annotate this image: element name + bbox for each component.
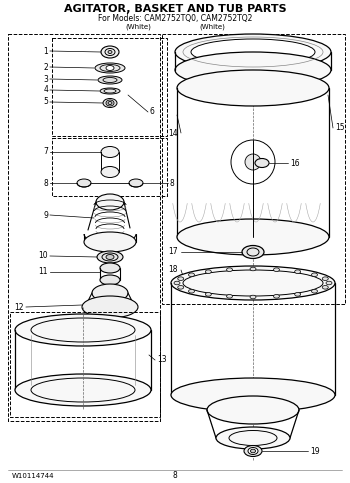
Ellipse shape <box>231 140 275 184</box>
Text: 17: 17 <box>168 247 177 256</box>
Text: 18: 18 <box>168 266 177 274</box>
Ellipse shape <box>84 232 136 252</box>
Ellipse shape <box>242 245 264 258</box>
Text: 15: 15 <box>335 124 345 132</box>
Ellipse shape <box>205 293 211 296</box>
Ellipse shape <box>312 273 317 277</box>
Text: 16: 16 <box>290 158 300 168</box>
Ellipse shape <box>251 449 256 453</box>
Text: 10: 10 <box>38 252 48 260</box>
Text: 19: 19 <box>310 446 320 455</box>
Ellipse shape <box>250 295 256 299</box>
Ellipse shape <box>171 266 335 300</box>
Ellipse shape <box>244 445 262 456</box>
Ellipse shape <box>100 88 120 94</box>
Ellipse shape <box>106 255 114 259</box>
Ellipse shape <box>273 268 280 271</box>
Ellipse shape <box>100 275 120 285</box>
Ellipse shape <box>82 296 138 318</box>
Ellipse shape <box>174 281 180 285</box>
Ellipse shape <box>98 76 122 84</box>
Ellipse shape <box>226 268 232 271</box>
Text: 5: 5 <box>43 98 48 106</box>
Ellipse shape <box>226 295 232 298</box>
Ellipse shape <box>96 194 124 210</box>
Text: (White): (White) <box>199 24 225 30</box>
Ellipse shape <box>250 267 256 271</box>
Text: 9: 9 <box>43 211 48 219</box>
Ellipse shape <box>106 66 114 71</box>
Ellipse shape <box>101 46 119 58</box>
Text: 11: 11 <box>38 268 48 276</box>
Ellipse shape <box>77 179 91 187</box>
Ellipse shape <box>178 277 184 281</box>
Ellipse shape <box>15 374 151 406</box>
Text: W10114744: W10114744 <box>12 473 55 479</box>
Ellipse shape <box>245 154 261 170</box>
Bar <box>162 34 345 304</box>
Ellipse shape <box>97 251 123 263</box>
Bar <box>10 312 160 417</box>
Text: 4: 4 <box>43 85 48 95</box>
Text: AGITATOR, BASKET AND TUB PARTS: AGITATOR, BASKET AND TUB PARTS <box>64 4 286 14</box>
Ellipse shape <box>171 378 335 412</box>
Ellipse shape <box>191 39 315 65</box>
Ellipse shape <box>15 314 151 346</box>
Text: (White): (White) <box>125 24 151 30</box>
Ellipse shape <box>175 34 331 70</box>
Ellipse shape <box>177 70 329 106</box>
Ellipse shape <box>189 289 195 293</box>
Ellipse shape <box>255 158 269 168</box>
Ellipse shape <box>205 270 211 273</box>
Text: 3: 3 <box>43 74 48 84</box>
Ellipse shape <box>108 101 112 104</box>
Text: 12: 12 <box>14 302 24 312</box>
Ellipse shape <box>248 448 258 455</box>
Text: For Models: CAM2752TQ0, CAM2752TQ2: For Models: CAM2752TQ0, CAM2752TQ2 <box>98 14 252 24</box>
Ellipse shape <box>322 285 328 289</box>
Ellipse shape <box>326 281 332 285</box>
Text: 13: 13 <box>157 355 167 365</box>
Ellipse shape <box>273 295 280 298</box>
Text: 7: 7 <box>43 147 48 156</box>
Ellipse shape <box>103 99 117 108</box>
Text: 14: 14 <box>168 128 177 138</box>
Bar <box>52 138 167 196</box>
Ellipse shape <box>101 146 119 157</box>
Ellipse shape <box>295 270 301 273</box>
Ellipse shape <box>312 289 317 293</box>
Text: 2: 2 <box>43 62 48 71</box>
Ellipse shape <box>216 427 290 449</box>
Text: 6: 6 <box>150 108 155 116</box>
Ellipse shape <box>108 51 112 54</box>
Ellipse shape <box>129 179 143 187</box>
Ellipse shape <box>101 167 119 177</box>
Bar <box>8 34 160 421</box>
Ellipse shape <box>177 219 329 255</box>
Ellipse shape <box>92 284 128 302</box>
Ellipse shape <box>178 285 184 289</box>
Ellipse shape <box>175 52 331 88</box>
Ellipse shape <box>95 63 125 73</box>
Bar <box>52 38 167 136</box>
Ellipse shape <box>100 263 120 273</box>
Ellipse shape <box>189 273 195 277</box>
Text: 8: 8 <box>173 471 177 481</box>
Ellipse shape <box>322 277 328 281</box>
Ellipse shape <box>207 396 299 424</box>
Ellipse shape <box>295 293 301 296</box>
Text: 8: 8 <box>170 179 175 187</box>
Text: 1: 1 <box>43 46 48 56</box>
Text: 8: 8 <box>43 179 48 187</box>
